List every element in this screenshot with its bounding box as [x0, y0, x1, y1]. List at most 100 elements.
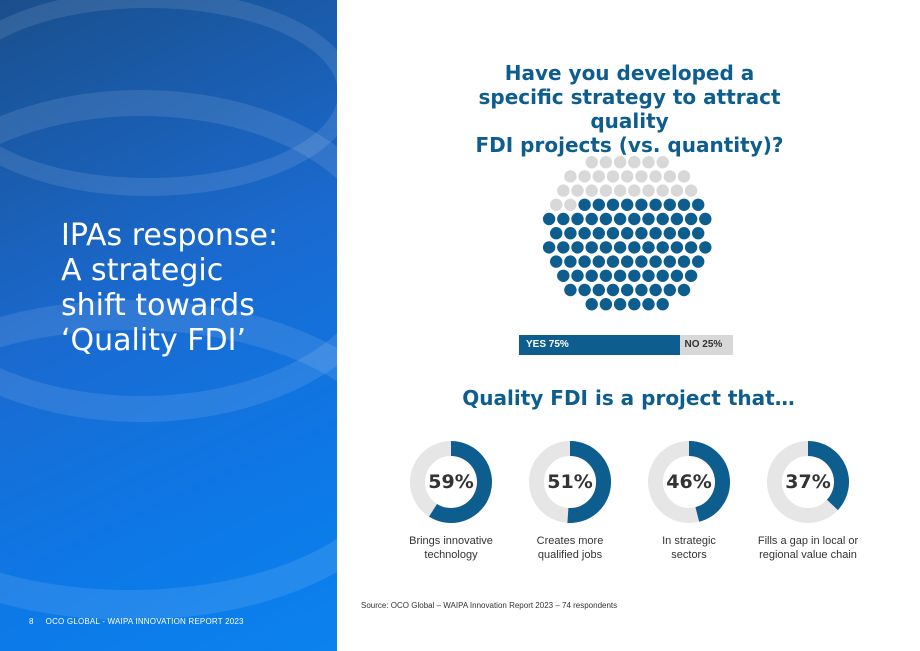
- yes-dot: [635, 227, 648, 240]
- donut-ring: [529, 440, 612, 523]
- yes-dot: [571, 212, 584, 226]
- yes-dot: [684, 212, 698, 226]
- yes-dot: [670, 241, 684, 254]
- no-dot: [585, 184, 598, 197]
- yes-dot: [564, 283, 577, 297]
- no-dot: [670, 184, 684, 197]
- left-title-line: A strategic: [61, 253, 224, 288]
- left-title-line: IPAs response:: [61, 218, 279, 253]
- yes-dot: [542, 241, 556, 254]
- yes-dot: [599, 241, 613, 254]
- no-dot: [642, 156, 655, 169]
- yes-dot: [557, 241, 570, 254]
- yes-dot: [585, 298, 598, 311]
- yes-dot: [571, 269, 584, 282]
- caption-line: regional value chain: [759, 549, 857, 561]
- yes-dot: [606, 283, 620, 297]
- donut-segment: [807, 441, 849, 511]
- no-dot: [557, 184, 570, 197]
- donut-value: 51%: [547, 471, 593, 493]
- no-dot: [578, 170, 591, 183]
- yes-dot: [677, 283, 691, 297]
- yes-dot: [699, 212, 712, 226]
- no-dot: [550, 198, 563, 211]
- yes-dot: [592, 198, 605, 211]
- yes-dot: [564, 227, 577, 240]
- dot-cloud-chart: [542, 156, 712, 311]
- yes-dot: [649, 255, 662, 268]
- yes-dot: [684, 269, 698, 282]
- yes-dot: [621, 255, 634, 268]
- yes-dot: [663, 283, 676, 297]
- yes-dot: [670, 269, 684, 282]
- yes-dot: [663, 227, 676, 240]
- yes-dot: [585, 269, 598, 282]
- donut-value: 59%: [428, 471, 474, 493]
- yes-dot: [599, 269, 613, 282]
- donut-chart: 51% Creates more qualified jobs: [528, 440, 612, 561]
- yes-dot: [621, 227, 634, 240]
- yes-dot: [599, 298, 613, 311]
- yes-dot: [663, 255, 676, 268]
- yes-dot: [606, 255, 620, 268]
- yes-dot: [677, 227, 691, 240]
- left-title-line: ‘Quality FDI’: [61, 323, 247, 358]
- no-dot: [628, 156, 641, 169]
- yes-dot: [585, 212, 598, 226]
- caption-line: In strategic: [662, 535, 716, 547]
- no-dot: [592, 170, 605, 183]
- yes-dot: [642, 298, 655, 311]
- yes-dot: [684, 241, 698, 254]
- donut-value: 46%: [666, 471, 712, 493]
- yes-dot: [613, 269, 627, 282]
- no-dot: [599, 184, 613, 197]
- yes-dot: [670, 212, 684, 226]
- yes-dot: [692, 198, 705, 211]
- no-dot: [599, 156, 613, 169]
- left-title-line: shift towards: [61, 288, 255, 323]
- yes-dot: [613, 241, 627, 254]
- yes-dot: [649, 227, 662, 240]
- yes-dot: [699, 241, 712, 254]
- yes-dot: [542, 212, 556, 226]
- no-dot: [613, 156, 627, 169]
- yes-dot: [578, 227, 591, 240]
- yes-dot: [649, 283, 662, 297]
- yes-dot: [628, 212, 641, 226]
- yes-dot: [656, 298, 669, 311]
- no-dot: [606, 170, 620, 183]
- yes-dot: [677, 198, 691, 211]
- yes-dot: [592, 227, 605, 240]
- yes-dot: [592, 283, 605, 297]
- section-subtitle: Quality FDI is a project that…: [462, 386, 795, 410]
- yes-segment: YES 75%: [519, 335, 680, 355]
- yes-dot: [550, 255, 563, 268]
- yes-dot: [592, 255, 605, 268]
- yes-dot: [642, 269, 655, 282]
- yes-dot: [656, 269, 669, 282]
- donut-caption: Fills a gap in local or regional value c…: [736, 534, 880, 562]
- no-dot: [649, 170, 662, 183]
- footer-text: OCO GLOBAL - WAIPA INNOVATION REPORT 202…: [45, 617, 244, 626]
- yes-dot: [550, 227, 563, 240]
- yes-dot: [642, 241, 655, 254]
- yes-dot: [564, 255, 577, 268]
- question-line: Have you developed a: [504, 61, 755, 85]
- caption-line: Fills a gap in local or: [757, 535, 859, 547]
- no-dot: [684, 184, 698, 197]
- no-dot: [635, 170, 648, 183]
- donut-caption: In strategic sectors: [617, 534, 761, 562]
- question-title: Have you developed a specific strategy t…: [437, 61, 822, 157]
- donut-ring: [767, 441, 849, 523]
- donut-chart: 37% Fills a gap in local or regional val…: [758, 440, 858, 561]
- yes-dot: [578, 198, 591, 211]
- no-dot: [677, 170, 691, 183]
- yes-dot: [628, 269, 641, 282]
- caption-line: technology: [424, 549, 478, 561]
- no-dot: [656, 184, 669, 197]
- yes-dot: [635, 283, 648, 297]
- no-segment: NO 25%: [679, 335, 733, 355]
- caption-line: Brings innovative: [409, 535, 493, 547]
- donut-segment: [567, 440, 612, 523]
- donut-chart: 59% Brings innovative technology: [409, 440, 493, 561]
